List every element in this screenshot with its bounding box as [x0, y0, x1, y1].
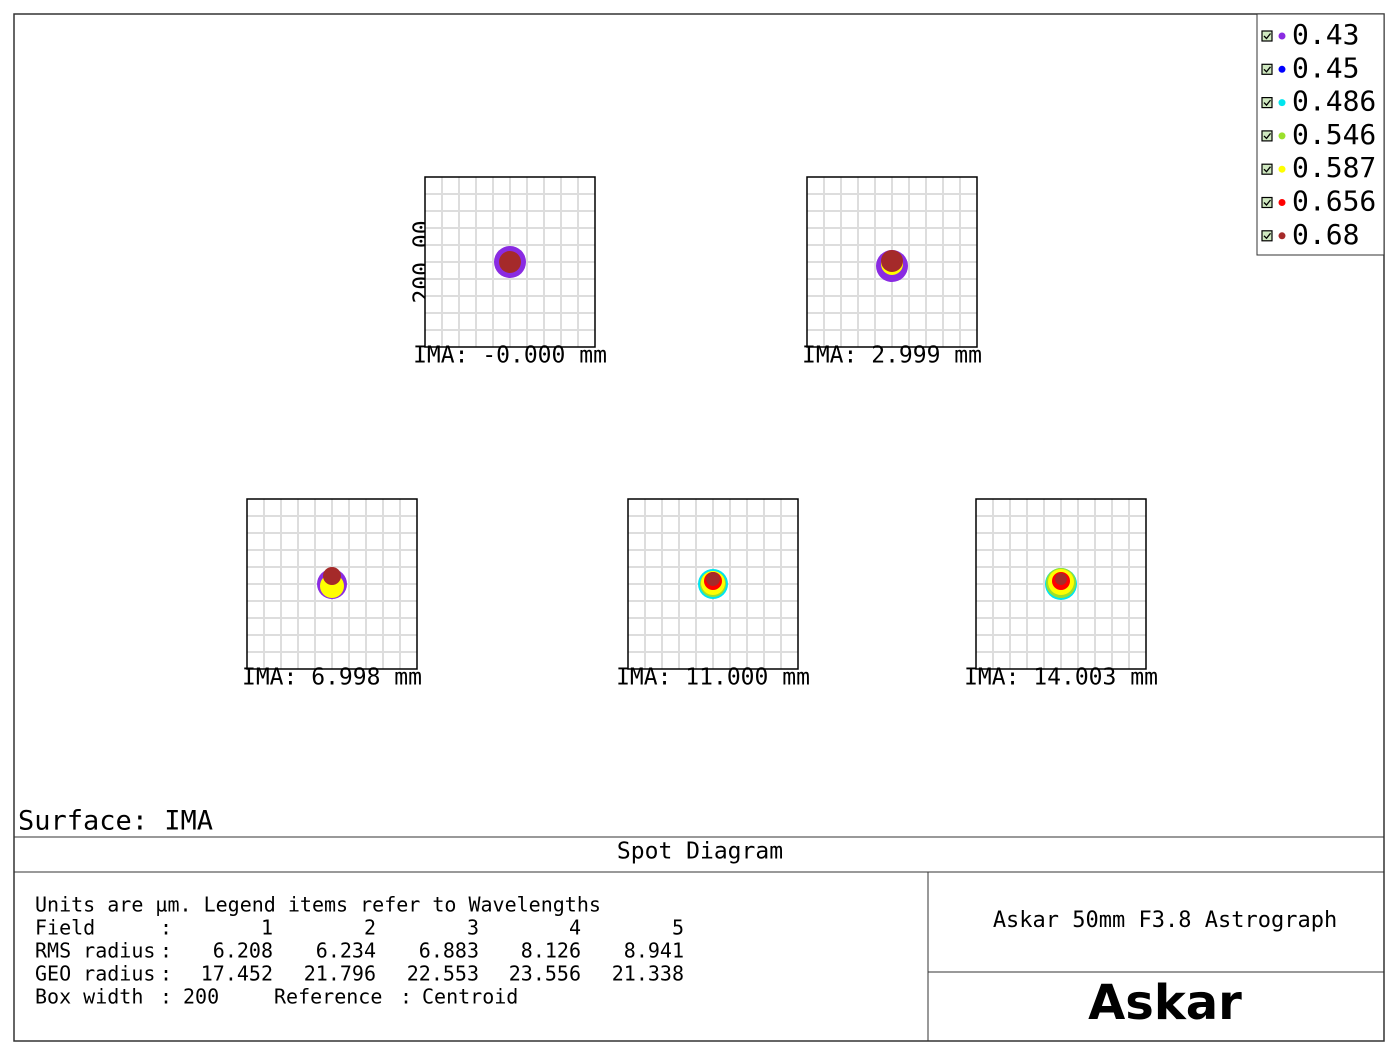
- legend-check: [1263, 199, 1272, 206]
- field-label: IMA: 11.000 mm: [616, 665, 810, 691]
- table-cell: 23.556: [509, 962, 581, 986]
- legend-label: 0.587: [1292, 151, 1376, 184]
- logo: Askar: [1088, 975, 1242, 1031]
- legend-checkbox: [1261, 196, 1273, 209]
- legend-checkbox: [1261, 30, 1273, 42]
- legend-checkbox: [1261, 130, 1273, 142]
- legend-checkbox: [1261, 63, 1273, 75]
- table-cell: 8.126: [521, 939, 581, 963]
- row-label: Reference: [274, 985, 382, 1009]
- legend-label: 0.546: [1292, 118, 1376, 151]
- table-cell: 1: [261, 916, 273, 940]
- table-cell: 3: [467, 916, 479, 940]
- legend-dot: [1278, 199, 1286, 206]
- row-label: Box width: [35, 985, 143, 1009]
- spot: [499, 251, 521, 273]
- reference: Centroid: [422, 985, 518, 1009]
- field-label: IMA: 14.003 mm: [964, 665, 1158, 691]
- legend-dot: [1278, 232, 1286, 240]
- spot-box-border: [627, 498, 799, 670]
- table-cell: 2: [364, 916, 376, 940]
- spot-box-border: [424, 176, 596, 348]
- legend-check: [1263, 99, 1272, 107]
- legend-checkbox: [1261, 163, 1273, 175]
- spot: [323, 567, 341, 585]
- field-label: IMA: 2.999 mm: [802, 343, 982, 369]
- legend-checkbox: [1261, 96, 1273, 109]
- table-cell: 21.338: [612, 962, 684, 986]
- legend-check: [1263, 232, 1272, 240]
- field-label: IMA: -0.000 mm: [413, 343, 607, 369]
- separator: :: [160, 962, 172, 986]
- legend-label: 0.486: [1292, 85, 1376, 118]
- field-label: IMA: 6.998 mm: [242, 665, 422, 691]
- table-cell: 8.941: [624, 939, 684, 963]
- row-label: Field: [35, 916, 95, 940]
- legend-dot: [1278, 65, 1286, 73]
- separator: :: [160, 916, 172, 940]
- separator: :: [160, 985, 172, 1009]
- chart-title: Spot Diagram: [617, 839, 783, 865]
- spot: [1055, 573, 1067, 585]
- spot-box-border: [975, 498, 1147, 670]
- table-cell: 6.234: [316, 939, 376, 963]
- table-cell: 21.796: [304, 962, 376, 986]
- separator: :: [400, 985, 412, 1009]
- legend-label: 0.656: [1292, 185, 1376, 218]
- table-cell: 6.208: [213, 939, 273, 963]
- units-note: Units are µm. Legend items refer to Wave…: [35, 893, 601, 917]
- legend-dot: [1278, 99, 1286, 107]
- spot: [881, 250, 903, 272]
- table-cell: 6.883: [419, 939, 479, 963]
- legend-label: 0.43: [1292, 18, 1359, 51]
- spot: [706, 572, 720, 586]
- legend-box: [1256, 13, 1385, 256]
- row-label: GEO radius: [35, 962, 155, 986]
- table-cell: 5: [672, 916, 684, 940]
- legend-check: [1263, 66, 1272, 73]
- table-cell: 17.452: [201, 962, 273, 986]
- legend-label: 0.68: [1292, 218, 1359, 251]
- surface-label: Surface: IMA: [18, 806, 213, 837]
- spot-box-border: [806, 176, 978, 348]
- legend-check: [1263, 132, 1272, 140]
- legend-check: [1263, 33, 1272, 40]
- row-label: RMS radius: [35, 939, 155, 963]
- box-width: 200: [183, 985, 219, 1009]
- legend-dot: [1278, 165, 1286, 173]
- spot-box-border: [246, 498, 418, 670]
- legend-checkbox: [1261, 230, 1273, 242]
- separator: :: [160, 939, 172, 963]
- project-name: Askar 50mm F3.8 Astrograph: [993, 908, 1337, 933]
- table-cell: 4: [569, 916, 581, 940]
- legend-dot: [1278, 132, 1286, 140]
- table-cell: 22.553: [407, 962, 479, 986]
- legend-label: 0.45: [1292, 51, 1359, 84]
- legend-dot: [1278, 32, 1286, 40]
- legend-check: [1263, 166, 1272, 173]
